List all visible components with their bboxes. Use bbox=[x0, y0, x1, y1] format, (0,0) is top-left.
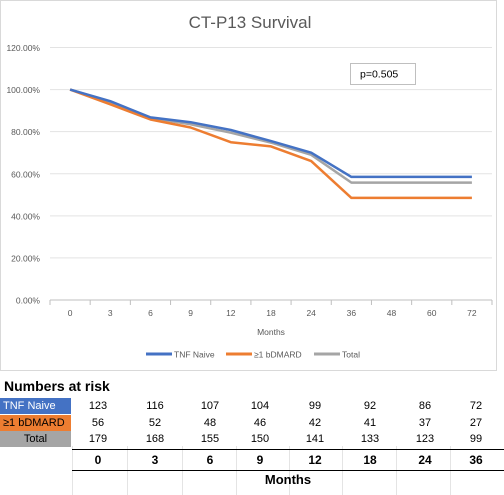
risk-cell: 141 bbox=[305, 433, 325, 445]
x-tick-label: 12 bbox=[226, 308, 236, 318]
risk-cell: 48 bbox=[203, 417, 217, 429]
x-tick-label: 36 bbox=[347, 308, 357, 318]
risk-row-label: ≥1 bDMARD bbox=[0, 415, 71, 431]
risk-cell: 92 bbox=[363, 400, 377, 412]
p-value-box bbox=[350, 63, 416, 85]
series-line-0 bbox=[69, 88, 472, 179]
timepoint-label: 24 bbox=[418, 453, 432, 467]
x-tick-label: 0 bbox=[68, 308, 73, 318]
risk-cell: 168 bbox=[145, 433, 165, 445]
survival-chart: 0.00% 20.00% 40.00% 60.00% 80.00% 100.00% 120.… bbox=[0, 0, 497, 371]
timepoint-label: 18 bbox=[363, 453, 377, 467]
risk-cell: 155 bbox=[200, 433, 220, 445]
risk-cell: 123 bbox=[415, 433, 435, 445]
risk-cell: 42 bbox=[308, 417, 322, 429]
risk-cell: 99 bbox=[469, 433, 483, 445]
y-tick-label: 120.00% bbox=[6, 43, 40, 53]
timepoint-label: 3 bbox=[151, 453, 159, 467]
risk-table-row: Total 179 168 155 150 141 133 123 99 bbox=[0, 431, 504, 447]
risk-cell: 104 bbox=[250, 400, 270, 412]
chart-frame bbox=[0, 0, 497, 371]
risk-cell: 27 bbox=[469, 417, 483, 429]
x-tick-label: 60 bbox=[427, 308, 437, 318]
risk-cell: 46 bbox=[253, 417, 267, 429]
risk-cell: 41 bbox=[363, 417, 377, 429]
survival-chart-svg: 0.00% 20.00% 40.00% 60.00% 80.00% 100.00% 120.… bbox=[0, 0, 497, 371]
legend-label-0: TNF Naive bbox=[174, 350, 215, 360]
risk-table-row: ≥1 bDMARD 56 52 48 46 42 41 37 27 bbox=[0, 415, 504, 431]
x-tick-label: 3 bbox=[108, 308, 113, 318]
table-rule bbox=[72, 470, 504, 471]
risk-cell: 99 bbox=[308, 400, 322, 412]
risk-cell: 86 bbox=[418, 400, 432, 412]
risk-row-label: Total bbox=[0, 431, 71, 447]
x-tick-label: 48 bbox=[387, 308, 397, 318]
risk-cell: 116 bbox=[146, 400, 164, 412]
risk-cell: 107 bbox=[200, 400, 220, 412]
risk-cell: 72 bbox=[469, 400, 483, 412]
y-tick-label: 20.00% bbox=[11, 253, 40, 263]
series-line-1 bbox=[69, 88, 472, 200]
timepoint-label: 12 bbox=[308, 453, 322, 467]
x-axis-label: Months bbox=[257, 327, 285, 337]
legend-label-2: Total bbox=[342, 350, 360, 360]
timepoint-label: 6 bbox=[206, 453, 214, 467]
risk-cell: 52 bbox=[148, 417, 162, 429]
risk-table-months-label: Months bbox=[264, 472, 312, 487]
x-tick-label: 18 bbox=[266, 308, 276, 318]
legend-label-1: ≥1 bDMARD bbox=[254, 350, 302, 360]
x-tick-label: 72 bbox=[467, 308, 477, 318]
risk-row-label: TNF Naive bbox=[0, 398, 71, 414]
y-tick-label: 0.00% bbox=[16, 296, 41, 306]
y-tick-label: 100.00% bbox=[6, 85, 40, 95]
chart-title: CT-P13 Survival bbox=[189, 13, 312, 32]
risk-table-row: TNF Naive 123 116 107 104 99 92 86 72 bbox=[0, 398, 504, 414]
timepoint-label: 36 bbox=[469, 453, 483, 467]
risk-table-title: Numbers at risk bbox=[4, 378, 110, 394]
risk-cell: 37 bbox=[418, 417, 432, 429]
y-tick-label: 60.00% bbox=[11, 169, 40, 179]
risk-cell: 150 bbox=[250, 433, 270, 445]
x-tick-label: 9 bbox=[188, 308, 193, 318]
risk-cell: 123 bbox=[88, 400, 108, 412]
timepoint-label: 0 bbox=[94, 453, 102, 467]
risk-cell: 179 bbox=[88, 433, 108, 445]
risk-cell: 56 bbox=[91, 417, 105, 429]
risk-cell: 133 bbox=[360, 433, 380, 445]
y-tick-label: 80.00% bbox=[11, 127, 40, 137]
timepoint-label: 9 bbox=[256, 453, 264, 467]
timepoint-row: 0 3 6 9 12 18 24 36 bbox=[0, 451, 504, 469]
x-tick-label: 24 bbox=[306, 308, 316, 318]
table-rule bbox=[72, 449, 504, 450]
x-tick-label: 6 bbox=[148, 308, 153, 318]
y-tick-label: 40.00% bbox=[11, 211, 40, 221]
p-value-annotation: p=0.505 bbox=[360, 69, 398, 81]
